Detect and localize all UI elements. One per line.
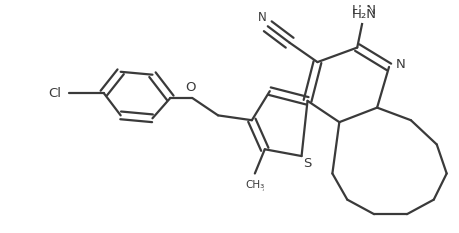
Text: N: N [257,11,266,24]
Text: H₂N: H₂N [351,3,376,17]
Text: N: N [257,13,266,26]
Circle shape [47,85,63,101]
Text: S: S [302,157,311,170]
Circle shape [246,176,263,194]
Text: S: S [302,157,311,170]
Circle shape [300,157,314,171]
Text: Cl: Cl [49,87,62,99]
Text: CH₃: CH₃ [245,183,264,193]
Circle shape [393,57,407,71]
Circle shape [355,7,371,22]
Circle shape [184,82,196,93]
Text: H₂N: H₂N [351,8,376,21]
Text: N: N [395,58,405,71]
Circle shape [254,11,268,24]
Text: CH₃: CH₃ [245,180,264,190]
Text: Cl: Cl [48,87,61,99]
Text: O: O [184,82,194,95]
Text: O: O [185,81,195,94]
Text: N: N [395,58,405,71]
